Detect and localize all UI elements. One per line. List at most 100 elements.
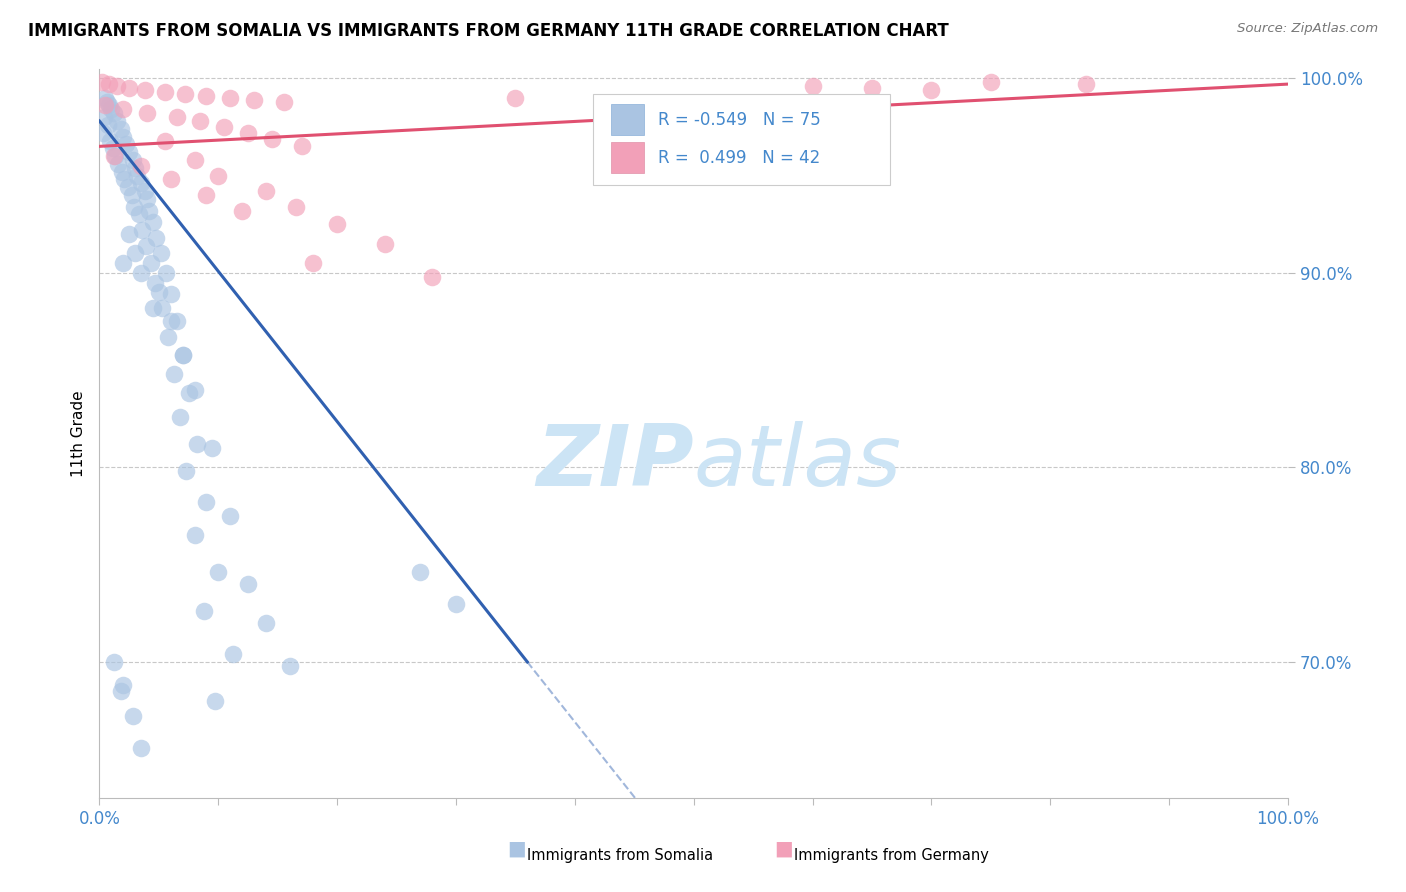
Point <box>112 103 135 117</box>
Text: R =  0.499   N = 42: R = 0.499 N = 42 <box>658 149 820 167</box>
Text: R = -0.549   N = 75: R = -0.549 N = 75 <box>658 111 821 128</box>
Point <box>122 200 145 214</box>
Point <box>278 658 301 673</box>
Point <box>409 566 432 580</box>
Point <box>201 441 224 455</box>
Point <box>183 528 205 542</box>
Point <box>129 740 152 755</box>
Point <box>921 83 943 97</box>
Point <box>420 269 443 284</box>
Point <box>177 386 200 401</box>
Point <box>111 164 134 178</box>
Point <box>174 464 197 478</box>
Text: atlas: atlas <box>693 421 901 504</box>
Point <box>112 256 135 270</box>
Point <box>91 126 114 140</box>
Point <box>94 98 117 112</box>
Point <box>136 192 159 206</box>
Point <box>112 129 135 144</box>
Point <box>152 301 174 315</box>
Point <box>136 106 159 120</box>
Point <box>190 114 212 128</box>
Point <box>254 184 277 198</box>
Point <box>101 141 124 155</box>
Point <box>97 77 120 91</box>
Bar <box>610 104 644 135</box>
Point <box>204 694 226 708</box>
Point <box>124 161 146 175</box>
Point <box>219 508 242 523</box>
Point <box>142 215 165 229</box>
Point <box>129 177 152 191</box>
Text: IMMIGRANTS FROM SOMALIA VS IMMIGRANTS FROM GERMANY 11TH GRADE CORRELATION CHART: IMMIGRANTS FROM SOMALIA VS IMMIGRANTS FR… <box>28 22 949 40</box>
Point <box>127 169 149 183</box>
Bar <box>610 142 644 173</box>
Point <box>236 577 259 591</box>
Point <box>1074 77 1097 91</box>
Point <box>112 678 135 692</box>
Point <box>742 126 765 140</box>
Point <box>172 347 194 361</box>
Point <box>444 597 467 611</box>
Point <box>118 81 141 95</box>
Point <box>138 203 160 218</box>
Point <box>212 120 235 134</box>
Point <box>166 314 188 328</box>
Point <box>110 684 132 698</box>
FancyBboxPatch shape <box>593 94 890 186</box>
Point <box>104 149 127 163</box>
Point <box>121 153 143 167</box>
Point <box>374 236 396 251</box>
Point <box>159 314 181 328</box>
Point <box>159 287 181 301</box>
Text: Immigrants from Somalia: Immigrants from Somalia <box>527 848 713 863</box>
Point <box>163 367 186 381</box>
Point <box>169 409 191 424</box>
Point <box>172 347 194 361</box>
Point <box>195 188 218 202</box>
Point <box>195 88 218 103</box>
Point <box>193 604 215 618</box>
Point <box>142 301 165 315</box>
Point <box>801 78 824 93</box>
Point <box>105 78 128 93</box>
Text: Source: ZipAtlas.com: Source: ZipAtlas.com <box>1237 22 1378 36</box>
Point <box>231 203 253 218</box>
Point <box>143 276 166 290</box>
Point <box>117 180 139 194</box>
Point <box>326 217 349 231</box>
Point <box>207 169 229 183</box>
Point <box>97 98 120 112</box>
Point <box>118 145 141 160</box>
Point <box>121 709 143 723</box>
Point <box>103 655 125 669</box>
Point <box>260 131 283 145</box>
Point <box>980 75 1002 89</box>
Point <box>128 207 150 221</box>
Point <box>124 246 146 260</box>
Point <box>207 566 229 580</box>
Point <box>107 157 129 171</box>
Point <box>98 134 121 148</box>
Point <box>94 91 117 105</box>
Point <box>145 231 167 245</box>
Point <box>118 227 141 241</box>
Point <box>157 330 180 344</box>
Point <box>148 285 170 300</box>
Point <box>236 126 259 140</box>
Point <box>135 238 157 252</box>
Point <box>284 200 307 214</box>
Point <box>183 153 205 167</box>
Point <box>103 149 125 163</box>
Point <box>134 184 156 198</box>
Point <box>93 110 115 124</box>
Point <box>195 495 218 509</box>
Point <box>183 383 205 397</box>
Point <box>243 93 266 107</box>
Text: ▪: ▪ <box>506 834 527 863</box>
Point <box>273 95 295 109</box>
Point <box>100 103 122 117</box>
Point <box>623 110 645 124</box>
Point <box>166 110 188 124</box>
Text: Immigrants from Germany: Immigrants from Germany <box>794 848 990 863</box>
